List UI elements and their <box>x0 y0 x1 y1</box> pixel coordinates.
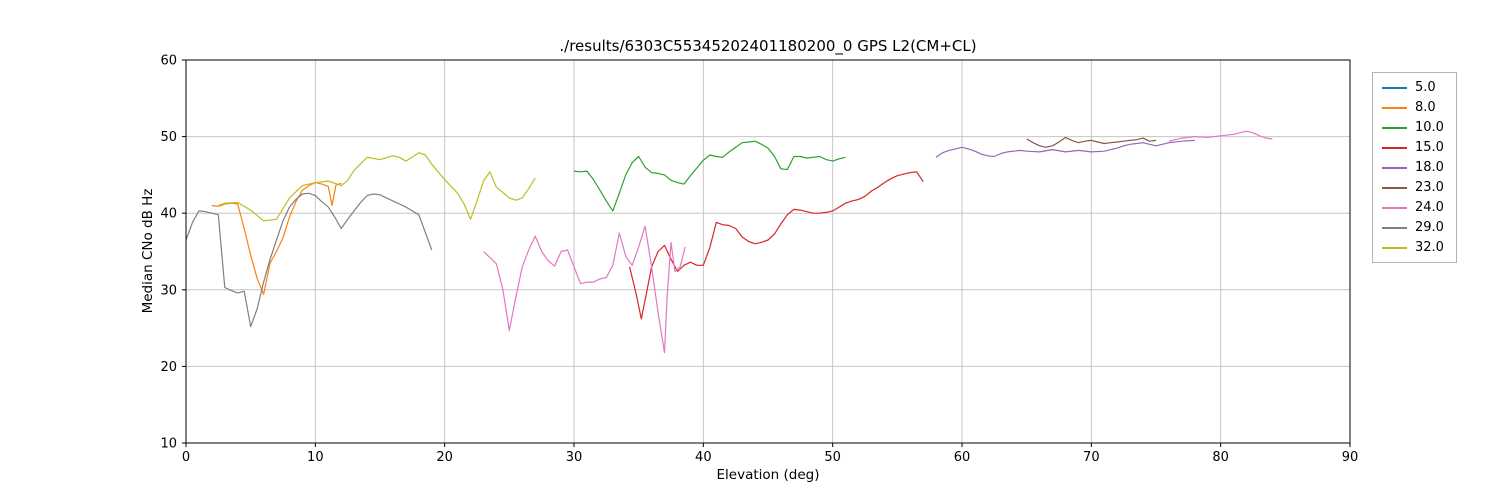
y-tick-label: 30 <box>160 283 177 298</box>
x-tick-label: 10 <box>307 450 324 465</box>
legend-item: 23.0 <box>1382 180 1444 195</box>
y-tick-label: 60 <box>160 54 177 69</box>
series-line-24.0 <box>1168 130 1273 142</box>
legend-item: 24.0 <box>1382 200 1444 215</box>
x-tick-label: 30 <box>566 450 583 465</box>
legend-item: 15.0 <box>1382 140 1444 155</box>
axes-frame <box>185 59 1351 444</box>
legend-label: 24.0 <box>1415 200 1444 215</box>
x-axis-label: Elevation (deg) <box>716 467 820 483</box>
series-line-23.0 <box>1026 136 1157 148</box>
legend-label: 10.0 <box>1415 120 1444 135</box>
series-line-32.0 <box>218 152 536 222</box>
legend-label: 29.0 <box>1415 220 1444 235</box>
legend-label: 8.0 <box>1415 100 1436 115</box>
x-tick-label: 40 <box>695 450 712 465</box>
y-tick-label: 50 <box>160 130 177 145</box>
legend-label: 5.0 <box>1415 80 1436 95</box>
series-line-10.0 <box>573 140 846 212</box>
x-tick-label: 20 <box>436 450 453 465</box>
x-tick-label: 0 <box>182 450 190 465</box>
series-line-29.0 <box>185 192 433 328</box>
series-line-15.0 <box>629 171 924 320</box>
legend-item: 18.0 <box>1382 160 1444 175</box>
series-line-8.0 <box>211 182 342 295</box>
legend-label: 23.0 <box>1415 180 1444 195</box>
y-tick-label: 40 <box>160 207 177 222</box>
y-tick-label: 10 <box>160 437 177 452</box>
legend-item: 5.0 <box>1382 80 1444 95</box>
legend-line-sample <box>1382 146 1407 149</box>
legend-line-sample <box>1382 86 1407 89</box>
chart-title: ./results/6303C55345202401180200_0 GPS L… <box>559 37 977 55</box>
series-line-24.0 <box>483 225 686 354</box>
legend-line-sample <box>1382 246 1407 249</box>
legend-item: 10.0 <box>1382 120 1444 135</box>
x-tick-label: 60 <box>954 450 971 465</box>
legend-label: 15.0 <box>1415 140 1444 155</box>
legend-label: 32.0 <box>1415 240 1444 255</box>
legend-line-sample <box>1382 126 1407 129</box>
series-line-18.0 <box>935 139 1195 158</box>
legend: 5.0 8.0 10.0 15.0 18.0 23.0 24.0 29.0 32.0 <box>1372 72 1457 263</box>
y-tick-label: 20 <box>160 360 177 375</box>
x-tick-label: 70 <box>1083 450 1100 465</box>
legend-line-sample <box>1382 206 1407 209</box>
legend-item: 32.0 <box>1382 240 1444 255</box>
legend-line-sample <box>1382 106 1407 109</box>
x-tick-label: 50 <box>824 450 841 465</box>
x-tick-label: 90 <box>1342 450 1359 465</box>
legend-line-sample <box>1382 226 1407 229</box>
legend-item: 29.0 <box>1382 220 1444 235</box>
legend-item: 8.0 <box>1382 100 1444 115</box>
legend-line-sample <box>1382 186 1407 189</box>
x-tick-label: 80 <box>1212 450 1229 465</box>
legend-label: 18.0 <box>1415 160 1444 175</box>
legend-line-sample <box>1382 166 1407 169</box>
y-axis-label: Median CNo dB Hz <box>140 188 156 314</box>
